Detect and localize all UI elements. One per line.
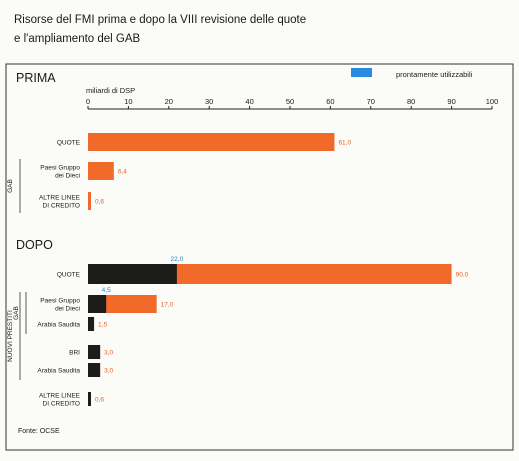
value-label: 0,6 xyxy=(95,397,104,404)
axis-tick-label: 100 xyxy=(486,97,499,106)
value-label: 6,4 xyxy=(118,169,127,176)
category-label: Paesi Gruppo xyxy=(40,165,80,172)
group-label: NUOVI PRESTITI xyxy=(7,310,14,362)
value-label: 3,0 xyxy=(104,350,113,357)
bar-ready xyxy=(88,363,101,377)
bar-ready xyxy=(88,392,91,406)
category-label: ALTRE LINEE xyxy=(39,195,81,202)
title-line-1: Risorse del FMI prima e dopo la VIII rev… xyxy=(14,14,306,26)
axis-tick-label: 80 xyxy=(407,97,415,106)
bar-total xyxy=(88,264,452,284)
category-label: Paesi Gruppo xyxy=(40,298,80,305)
bar-row: QUOTE 61,0 xyxy=(57,133,351,151)
category-label: DI CREDITO xyxy=(43,203,80,210)
title-line-2: e l'ampliamento del GAB xyxy=(14,33,141,45)
bar-ready xyxy=(88,295,107,313)
legend-swatch xyxy=(351,68,372,77)
value-label: 3,0 xyxy=(104,368,113,375)
bar-total xyxy=(88,192,91,210)
axis-label: miliardi di DSP xyxy=(86,86,135,95)
legend-label: prontamente utilizzabili xyxy=(396,70,473,79)
value-label: 1,5 xyxy=(98,322,107,329)
category-label: dei Dieci xyxy=(55,173,80,180)
panel-title: DOPO xyxy=(16,238,53,252)
bar-ready xyxy=(88,345,101,359)
ready-value-label: 22,0 xyxy=(171,256,184,263)
value-label: 0,6 xyxy=(95,199,104,206)
axis-tick-label: 90 xyxy=(447,97,455,106)
axis-tick-label: 20 xyxy=(165,97,173,106)
category-label: ALTRE LINEE xyxy=(39,393,81,400)
bar-ready xyxy=(88,317,95,331)
axis-tick-label: 60 xyxy=(326,97,334,106)
category-label: dei Dieci xyxy=(55,306,80,313)
axis-tick-label: 50 xyxy=(286,97,294,106)
bar-row: Arabia Saudita 3,0 xyxy=(37,363,114,377)
bar-total xyxy=(88,162,114,180)
value-label: 90,0 xyxy=(456,272,469,279)
axis-tick-label: 70 xyxy=(367,97,375,106)
category-label: Arabia Saudita xyxy=(37,322,80,329)
ready-value-label: 4,5 xyxy=(102,287,111,294)
group-label: GAB xyxy=(7,179,14,193)
value-label: 61,0 xyxy=(338,140,351,147)
panel-title: PRIMA xyxy=(16,71,56,85)
bar-row: BRI 3,0 xyxy=(69,345,114,359)
category-label: QUOTE xyxy=(57,140,81,147)
chart-border xyxy=(5,63,514,451)
category-label: QUOTE xyxy=(57,272,81,279)
axis-tick-label: 40 xyxy=(245,97,253,106)
axis-tick-label: 30 xyxy=(205,97,213,106)
source-note: Fonte: OCSE xyxy=(18,428,60,435)
axis-ticks: 0 10 20 30 40 50 60 70 80 90 100 xyxy=(86,97,499,110)
axis-tick-label: 0 xyxy=(86,97,90,106)
axis-tick-label: 10 xyxy=(124,97,132,106)
value-label: 17,0 xyxy=(161,302,174,309)
bar-row: Arabia Saudita 1,5 xyxy=(37,317,107,331)
bar-total xyxy=(88,133,335,151)
group-label: GAB xyxy=(13,306,20,320)
category-label: BRI xyxy=(69,350,80,357)
category-label: DI CREDITO xyxy=(43,401,80,408)
bar-ready xyxy=(88,264,177,284)
bar-row: QUOTE 90,0 22,0 xyxy=(57,256,469,284)
category-label: Arabia Saudita xyxy=(37,368,80,375)
